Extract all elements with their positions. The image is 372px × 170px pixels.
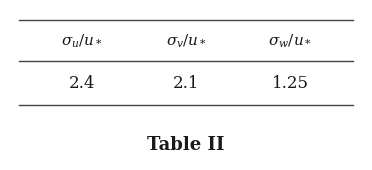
- Text: $\sigma_w/u_*$: $\sigma_w/u_*$: [268, 32, 312, 49]
- Text: $\sigma_u/u_*$: $\sigma_u/u_*$: [61, 32, 103, 49]
- Text: Table II: Table II: [147, 135, 225, 154]
- Text: $\sigma_v/u_*$: $\sigma_v/u_*$: [166, 32, 206, 49]
- Text: 2.4: 2.4: [68, 75, 95, 92]
- Text: 2.1: 2.1: [173, 75, 199, 92]
- Text: 1.25: 1.25: [272, 75, 309, 92]
